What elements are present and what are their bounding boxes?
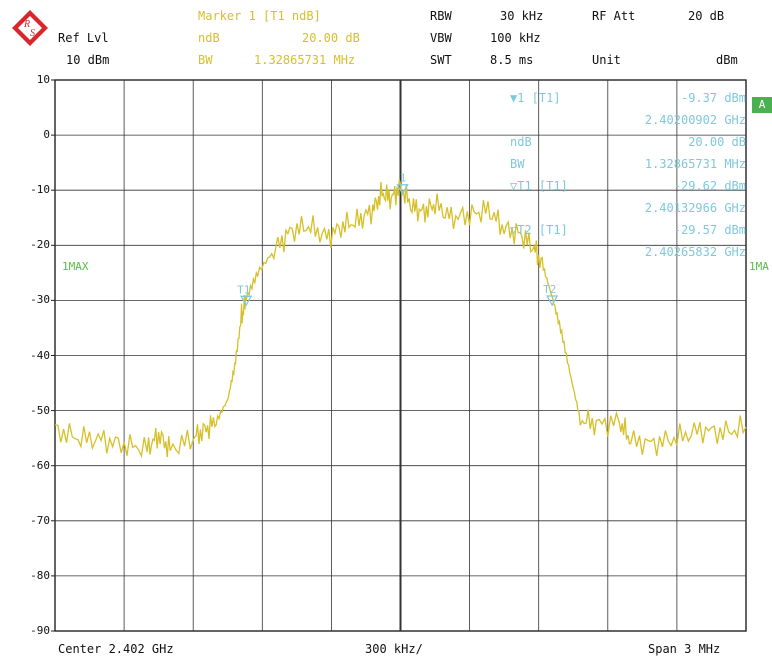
marker-table-label: BW bbox=[510, 157, 525, 171]
ref-lvl-label: Ref Lvl bbox=[58, 31, 109, 45]
swt-label: SWT bbox=[430, 53, 452, 67]
span-value: Span 3 MHz bbox=[648, 642, 721, 656]
marker-1 bbox=[396, 184, 409, 196]
marker-label-t1: T1 bbox=[237, 283, 250, 296]
center-frequency: Center 2.402 GHz bbox=[58, 642, 174, 656]
y-tick-label: 0 bbox=[43, 128, 50, 142]
y-tick-label: 10 bbox=[36, 73, 50, 86]
rbw-label: RBW bbox=[430, 9, 452, 23]
y-tick-label: -30 bbox=[30, 293, 50, 307]
trace-a-tab[interactable]: A bbox=[752, 97, 772, 113]
marker-label-1: 1 bbox=[400, 172, 407, 185]
y-tick-label: -90 bbox=[30, 624, 50, 637]
marker-table-value: -29.57 dBm bbox=[673, 223, 746, 237]
marker-table-value: 2.40200902 GHz bbox=[644, 113, 746, 127]
bw-label: BW bbox=[198, 53, 213, 67]
y-tick-label: -80 bbox=[30, 568, 50, 582]
marker-table-label: ▽T2 [T1] bbox=[510, 223, 568, 237]
marker-table-label: ▽T1 [T1] bbox=[510, 179, 568, 193]
marker-label-t2: T2 bbox=[543, 283, 556, 296]
vbw-value: 100 kHz bbox=[490, 31, 541, 45]
marker-table-value: 2.40265832 GHz bbox=[644, 245, 746, 259]
marker-table-label: ndB bbox=[510, 135, 532, 149]
swt-value: 8.5 ms bbox=[490, 53, 534, 67]
trace-label-right: 1MA bbox=[749, 260, 769, 273]
y-tick-label: -10 bbox=[30, 183, 50, 197]
unit-label: Unit bbox=[592, 53, 621, 67]
rohde-schwarz-logo: R S bbox=[12, 10, 48, 46]
svg-text:S: S bbox=[30, 28, 35, 39]
ref-lvl-value: 10 dBm bbox=[66, 53, 110, 67]
marker-t1 bbox=[239, 295, 253, 307]
y-tick-label: -40 bbox=[30, 348, 50, 362]
marker-t2 bbox=[546, 295, 559, 307]
bw-value: 1.32865731 MHz bbox=[254, 53, 356, 67]
trace-line bbox=[54, 179, 747, 459]
marker-table-value: 1.32865731 MHz bbox=[644, 157, 746, 171]
vbw-label: VBW bbox=[430, 31, 452, 45]
y-tick-label: -50 bbox=[30, 403, 50, 417]
marker-table-value: -29.62 dBm bbox=[673, 179, 746, 193]
marker-table-value: 20.00 dB bbox=[688, 135, 746, 149]
unit-value: dBm bbox=[716, 53, 738, 67]
y-tick-label: -60 bbox=[30, 458, 50, 472]
marker-table-value: 2.40132966 GHz bbox=[644, 201, 746, 215]
ndb-value: 20.00 dB bbox=[302, 31, 360, 45]
y-tick-label: -20 bbox=[30, 238, 50, 252]
per-division: 300 kHz/ bbox=[365, 642, 423, 656]
y-tick-label: -70 bbox=[30, 513, 50, 527]
svg-text:R: R bbox=[23, 19, 30, 30]
marker-title: Marker 1 [T1 ndB] bbox=[198, 9, 321, 23]
rbw-value: 30 kHz bbox=[500, 9, 544, 23]
rf-att-label: RF Att bbox=[592, 9, 636, 23]
marker-table-label: ▼1 [T1] bbox=[510, 91, 561, 105]
trace-label-left: 1MAX bbox=[62, 260, 89, 273]
rf-att-value: 20 dB bbox=[688, 9, 725, 23]
marker-table-value: -9.37 dBm bbox=[680, 91, 746, 105]
ndb-label: ndB bbox=[198, 31, 220, 45]
